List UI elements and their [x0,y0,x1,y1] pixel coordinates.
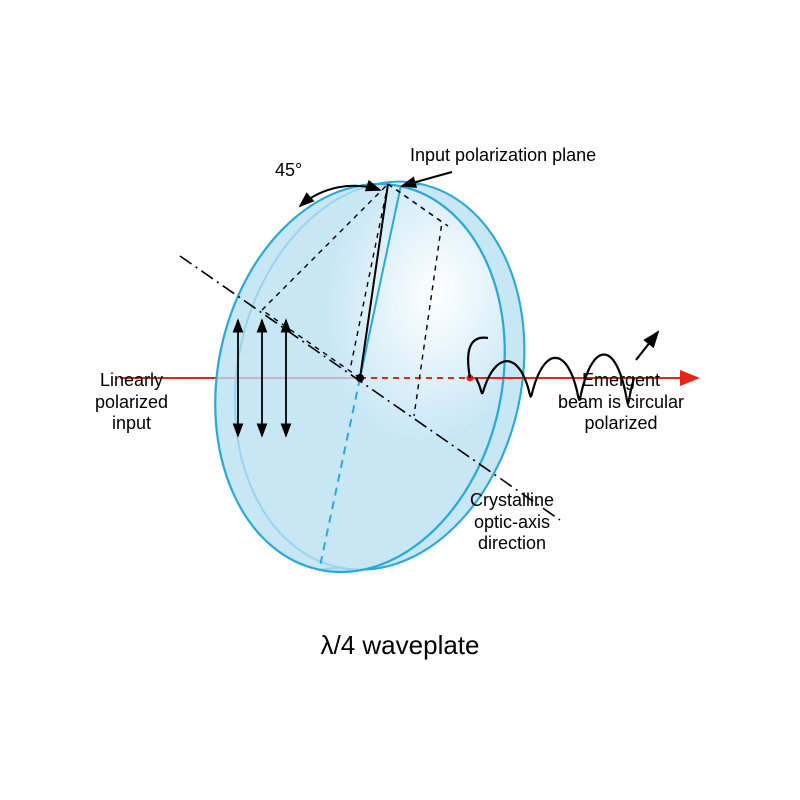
optic-axis-label: Crystalline optic-axis direction [470,490,554,555]
angle-label: 45° [275,160,302,182]
linearly-polarized-label: Linearly polarized input [95,370,168,435]
diagram-title: λ/4 waveplate [0,630,800,661]
emergent-label: Emergent beam is circular polarized [558,370,684,435]
input-plane-label: Input polarization plane [410,145,596,167]
